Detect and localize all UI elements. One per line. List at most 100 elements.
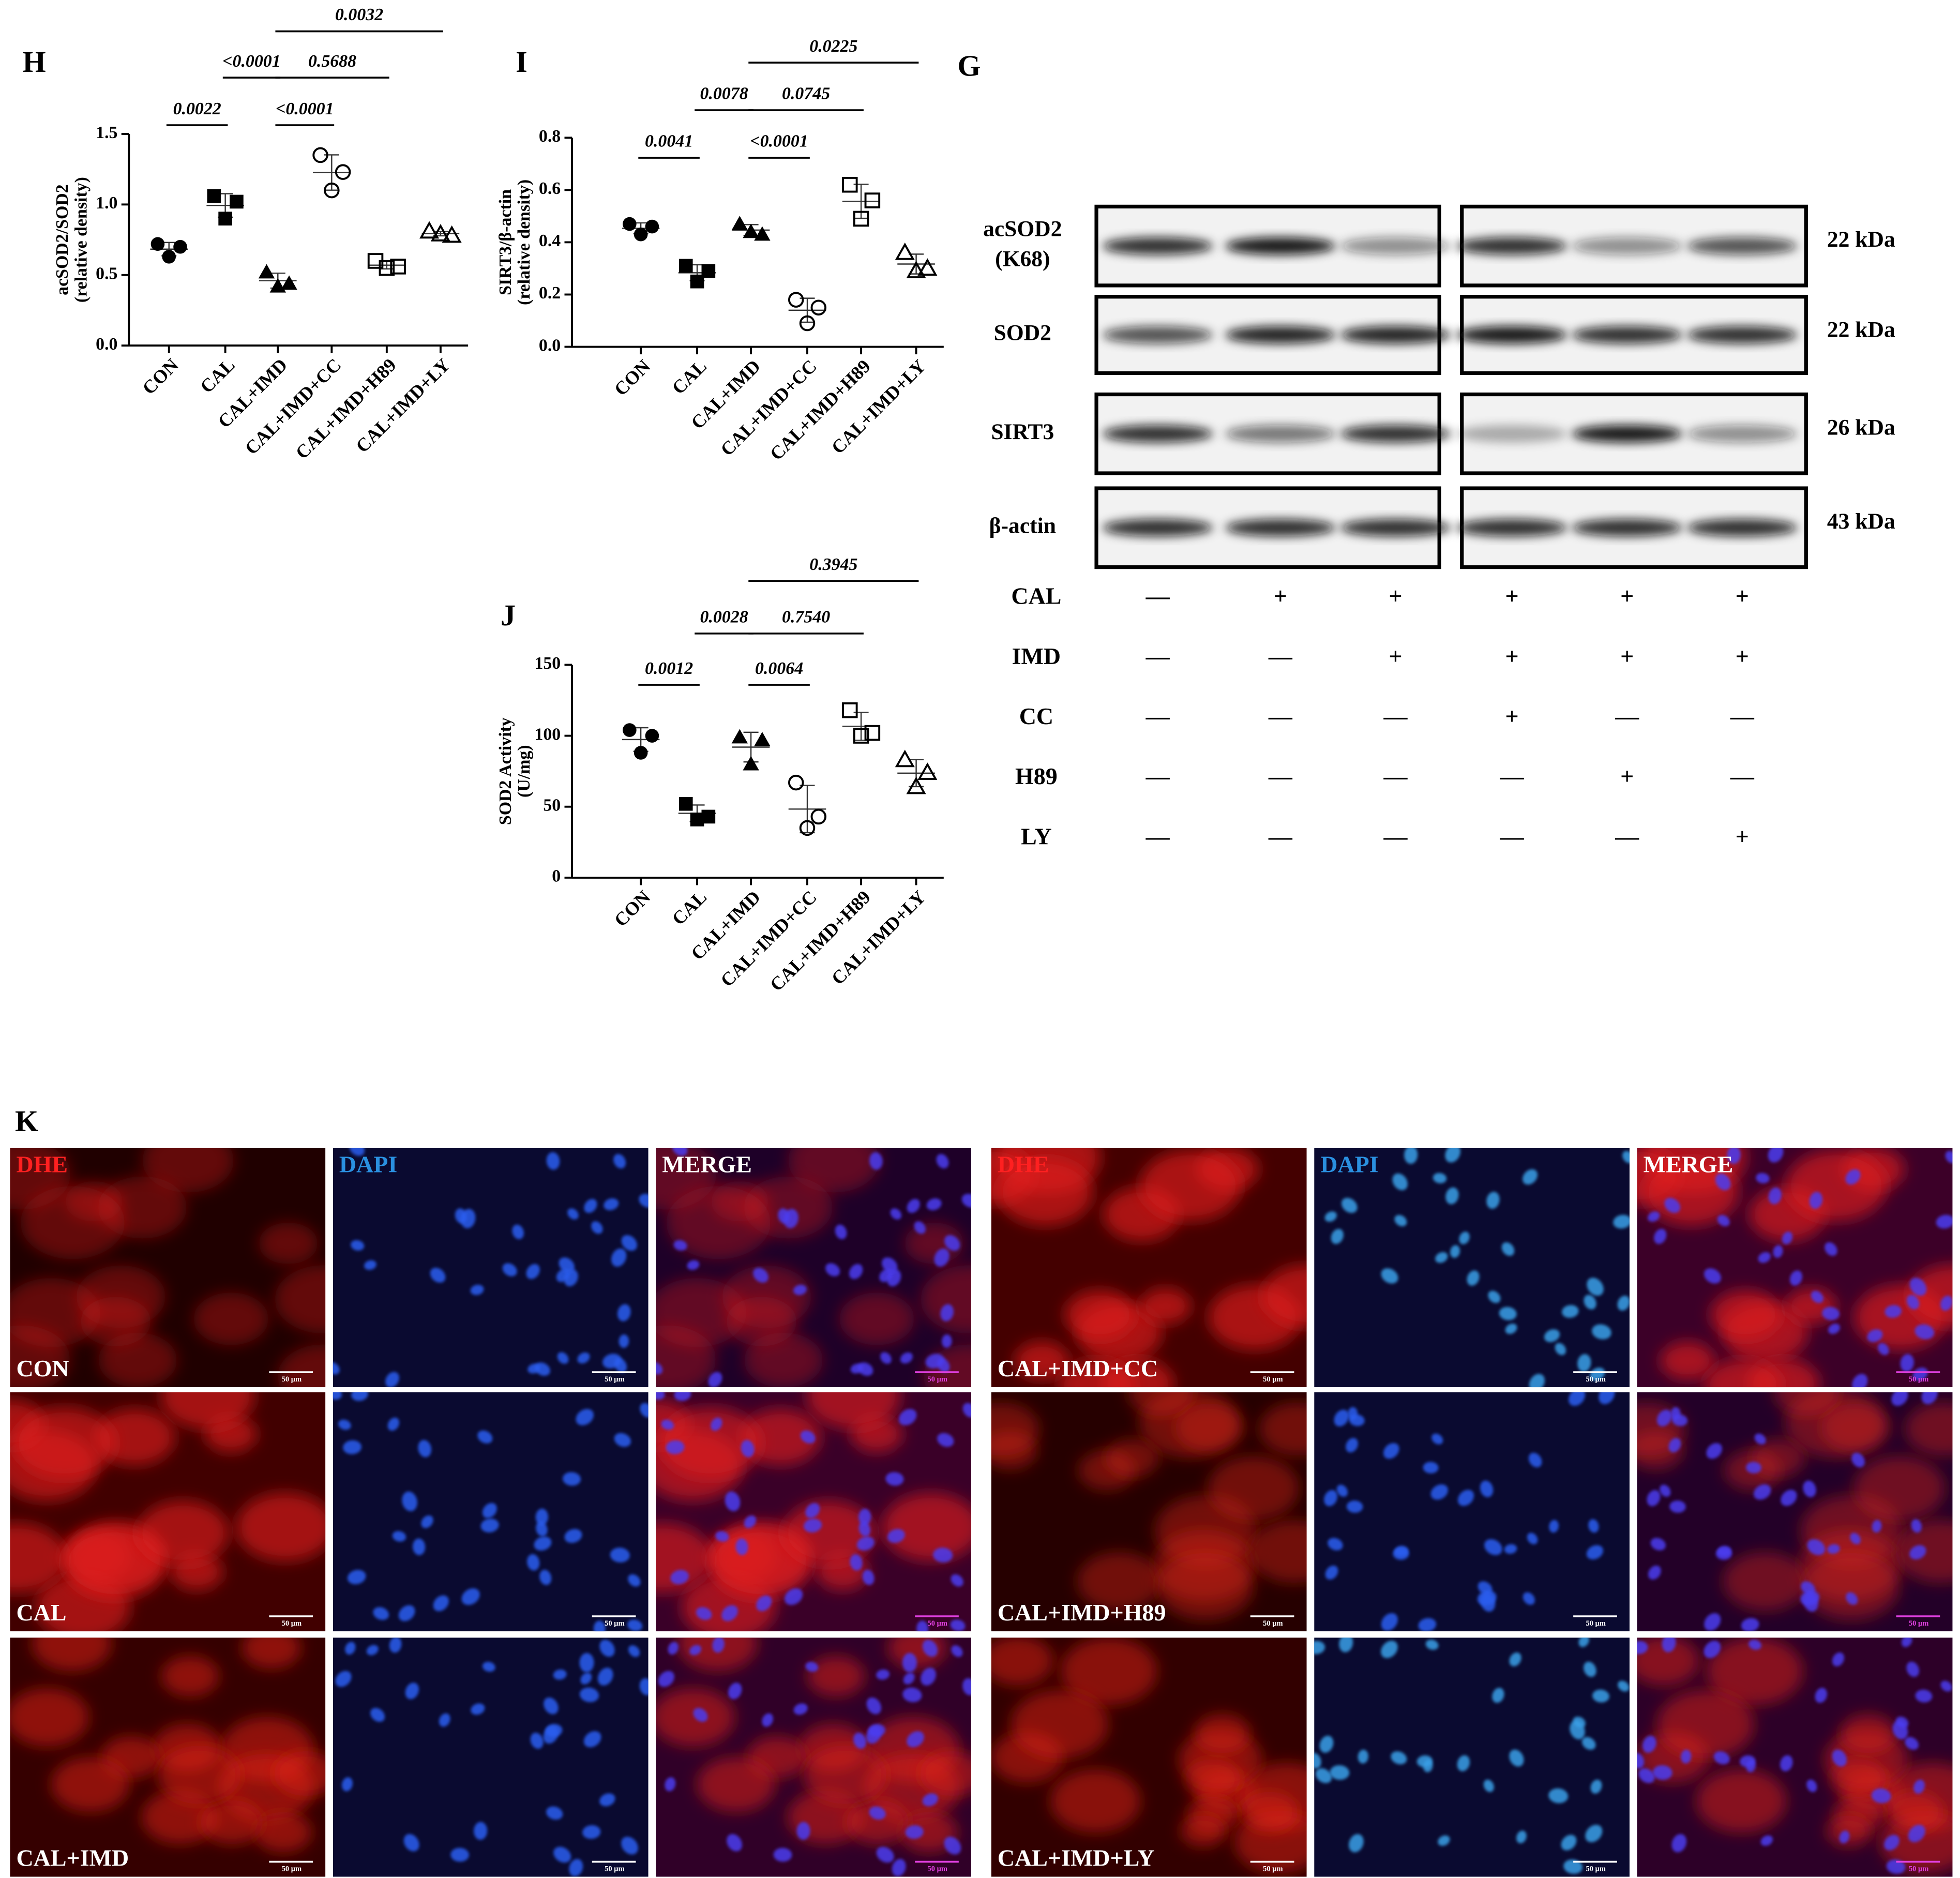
nucleus bbox=[849, 1264, 863, 1280]
image-panel: 50 μm bbox=[656, 1637, 972, 1877]
x-tick-label: CAL+IMD+H89 bbox=[766, 356, 875, 464]
image-panel: 50 μm DAPI bbox=[1314, 1148, 1630, 1388]
nucleus bbox=[890, 1208, 902, 1220]
cell-signal bbox=[1011, 1690, 1109, 1759]
data-point bbox=[218, 212, 232, 226]
nucleus bbox=[1773, 1245, 1783, 1258]
nucleus bbox=[593, 1620, 606, 1632]
cell-signal bbox=[1105, 1439, 1159, 1477]
cell-signal bbox=[1710, 1290, 1781, 1340]
nucleus bbox=[951, 1574, 963, 1587]
nucleus bbox=[1648, 1565, 1661, 1580]
cell-signal bbox=[740, 1409, 821, 1465]
nucleus bbox=[535, 1508, 549, 1526]
nucleus bbox=[1825, 1242, 1837, 1256]
nucleus bbox=[1331, 1228, 1344, 1244]
cell-signal bbox=[20, 1186, 125, 1259]
nucleus bbox=[673, 1240, 687, 1251]
treatment-sign: — bbox=[1500, 763, 1525, 789]
nucleus bbox=[1431, 1433, 1443, 1445]
cell-signal bbox=[1887, 1792, 1944, 1832]
data-point bbox=[690, 813, 704, 827]
nucleus bbox=[1912, 1368, 1928, 1381]
y-tick-label: 150 bbox=[534, 654, 561, 673]
nucleus bbox=[1648, 1211, 1660, 1222]
nucleus bbox=[1404, 1148, 1418, 1164]
nucleus bbox=[545, 1724, 563, 1737]
nucleus bbox=[1445, 1187, 1459, 1205]
nucleus bbox=[544, 1697, 559, 1715]
nucleus bbox=[1480, 1480, 1494, 1497]
nucleus bbox=[1706, 1443, 1723, 1459]
image-panel: 50 μm DHE CON bbox=[10, 1148, 326, 1388]
nucleus bbox=[627, 1619, 643, 1631]
data-point bbox=[799, 315, 816, 332]
band bbox=[1103, 326, 1213, 344]
cell-signal bbox=[846, 1800, 909, 1844]
nucleus bbox=[1815, 1688, 1828, 1703]
nucleus bbox=[567, 1208, 579, 1220]
nucleus bbox=[1527, 1533, 1538, 1544]
cell-signal bbox=[1262, 1265, 1307, 1327]
treatment-sign: + bbox=[1505, 583, 1518, 609]
scale-bar-label: 50 μm bbox=[1586, 1865, 1605, 1873]
image-panel: 50 μm CAL bbox=[10, 1392, 326, 1632]
nucleus bbox=[1940, 1296, 1953, 1311]
nucleus bbox=[1435, 1252, 1448, 1263]
data-point bbox=[419, 221, 440, 239]
data-point bbox=[312, 147, 328, 163]
nucleus bbox=[1516, 1830, 1527, 1843]
nucleus bbox=[1622, 1151, 1630, 1163]
nucleus bbox=[1613, 1214, 1630, 1229]
cell-signal bbox=[1241, 1792, 1299, 1832]
nucleus bbox=[1314, 1641, 1325, 1655]
nucleus bbox=[1585, 1825, 1603, 1842]
nucleus bbox=[512, 1224, 524, 1239]
cell-signal bbox=[1821, 1403, 1890, 1452]
nucleus bbox=[1664, 1197, 1681, 1213]
band bbox=[1687, 519, 1798, 537]
cell-signal bbox=[200, 1800, 264, 1844]
treatment-sign: + bbox=[1736, 583, 1749, 609]
data-point bbox=[623, 723, 637, 737]
nucleus bbox=[546, 1806, 563, 1820]
cell-signal bbox=[1656, 1690, 1754, 1759]
p-value: 0.0745 bbox=[782, 84, 830, 103]
data-point bbox=[258, 264, 275, 279]
band bbox=[1457, 425, 1567, 443]
nucleus bbox=[1522, 1592, 1535, 1605]
treatment-sign: + bbox=[1274, 583, 1287, 609]
nucleus bbox=[477, 1430, 493, 1444]
data-point bbox=[230, 194, 244, 209]
nucleus bbox=[1748, 1640, 1762, 1650]
nucleus bbox=[1314, 1752, 1321, 1769]
nucleus bbox=[1908, 1825, 1925, 1842]
cell-signal bbox=[900, 1812, 958, 1853]
data-point bbox=[634, 746, 648, 760]
size-label: 26 kDa bbox=[1827, 415, 1895, 440]
band bbox=[1340, 519, 1451, 537]
nucleus bbox=[1418, 1618, 1437, 1632]
nucleus bbox=[430, 1268, 446, 1283]
nucleus bbox=[1324, 1490, 1338, 1507]
nucleus bbox=[1758, 1252, 1771, 1263]
cell-signal bbox=[1774, 1392, 1840, 1416]
nucleus bbox=[805, 1503, 820, 1519]
group-label: CAL+IMD+H89 bbox=[998, 1599, 1166, 1626]
nucleus bbox=[583, 1731, 601, 1748]
nucleus bbox=[876, 1846, 894, 1863]
nucleus bbox=[666, 1440, 685, 1454]
data-point bbox=[788, 292, 804, 308]
nucleus bbox=[1450, 1245, 1460, 1258]
nucleus bbox=[1573, 1716, 1586, 1728]
nucleus bbox=[1807, 1539, 1826, 1555]
panel-label: K bbox=[15, 1104, 38, 1138]
nucleus bbox=[1653, 1765, 1672, 1780]
nucleus bbox=[892, 1859, 906, 1876]
cell-signal bbox=[1139, 1288, 1191, 1324]
nucleus bbox=[640, 1403, 649, 1418]
nucleus bbox=[1809, 1192, 1823, 1209]
treatment-sign: — bbox=[1268, 643, 1293, 669]
data-point bbox=[906, 776, 926, 794]
